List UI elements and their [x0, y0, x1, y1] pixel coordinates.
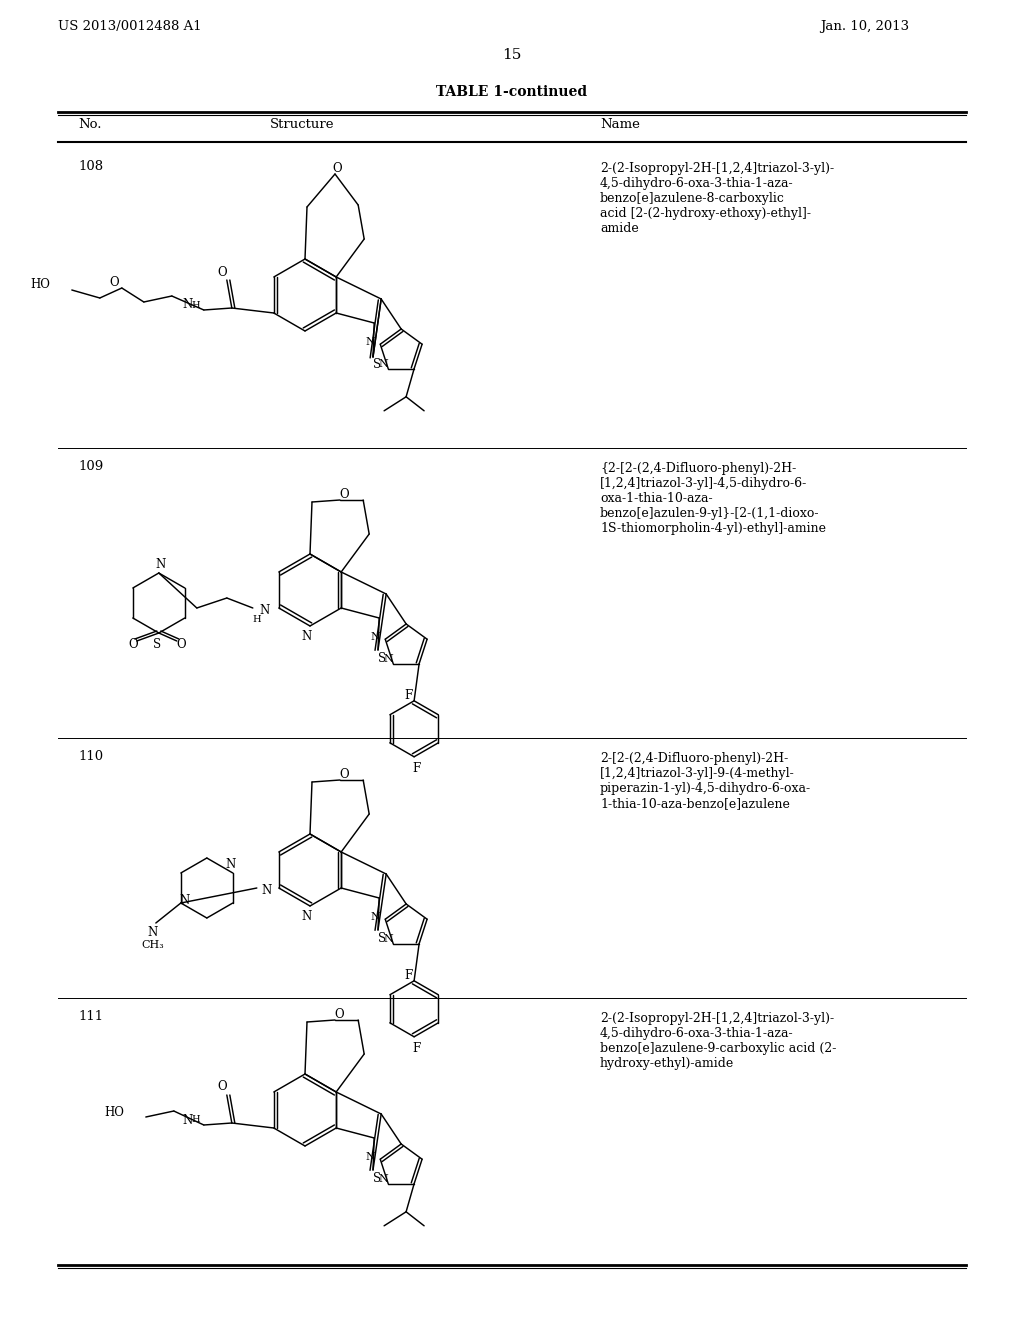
Text: S: S — [373, 1172, 381, 1184]
Text: F: F — [412, 762, 420, 775]
Text: 2-[2-(2,4-Difluoro-phenyl)-2H-: 2-[2-(2,4-Difluoro-phenyl)-2H- — [600, 752, 788, 766]
Text: benzo[e]azulene-8-carboxylic: benzo[e]azulene-8-carboxylic — [600, 191, 784, 205]
Text: N: N — [383, 933, 393, 944]
Text: S: S — [378, 652, 386, 664]
Text: N: N — [302, 909, 312, 923]
Text: F: F — [404, 689, 413, 702]
Text: [1,2,4]triazol-3-yl]-9-(4-methyl-: [1,2,4]triazol-3-yl]-9-(4-methyl- — [600, 767, 795, 780]
Text: H: H — [191, 301, 200, 309]
Text: 2-(2-Isopropyl-2H-[1,2,4]triazol-3-yl)-: 2-(2-Isopropyl-2H-[1,2,4]triazol-3-yl)- — [600, 162, 835, 176]
Text: US 2013/0012488 A1: US 2013/0012488 A1 — [58, 20, 202, 33]
Text: O: O — [339, 487, 349, 500]
Text: N: N — [262, 883, 272, 896]
Text: N: N — [371, 632, 380, 643]
Text: N: N — [302, 630, 312, 643]
Text: N: N — [366, 1152, 375, 1162]
Text: hydroxy-ethyl)-amide: hydroxy-ethyl)-amide — [600, 1057, 734, 1071]
Text: 108: 108 — [78, 160, 103, 173]
Text: N: N — [371, 912, 380, 923]
Text: N: N — [366, 337, 375, 347]
Text: 4,5-dihydro-6-oxa-3-thia-1-aza-: 4,5-dihydro-6-oxa-3-thia-1-aza- — [600, 177, 794, 190]
Text: N: N — [180, 895, 190, 908]
Text: N: N — [379, 1173, 388, 1184]
Text: H: H — [191, 1115, 200, 1125]
Text: {2-[2-(2,4-Difluoro-phenyl)-2H-: {2-[2-(2,4-Difluoro-phenyl)-2H- — [600, 462, 797, 475]
Text: N: N — [182, 298, 193, 312]
Text: 15: 15 — [503, 48, 521, 62]
Text: O: O — [339, 767, 349, 780]
Text: [1,2,4]triazol-3-yl]-4,5-dihydro-6-: [1,2,4]triazol-3-yl]-4,5-dihydro-6- — [600, 477, 807, 490]
Text: 2-(2-Isopropyl-2H-[1,2,4]triazol-3-yl)-: 2-(2-Isopropyl-2H-[1,2,4]triazol-3-yl)- — [600, 1012, 835, 1026]
Text: F: F — [404, 969, 413, 982]
Text: 1-thia-10-aza-benzo[e]azulene: 1-thia-10-aza-benzo[e]azulene — [600, 797, 790, 810]
Text: amide: amide — [600, 222, 639, 235]
Text: 4,5-dihydro-6-oxa-3-thia-1-aza-: 4,5-dihydro-6-oxa-3-thia-1-aza- — [600, 1027, 794, 1040]
Text: N: N — [260, 603, 270, 616]
Text: Name: Name — [600, 117, 640, 131]
Text: S: S — [378, 932, 386, 945]
Text: oxa-1-thia-10-aza-: oxa-1-thia-10-aza- — [600, 492, 713, 506]
Text: O: O — [334, 1007, 344, 1020]
Text: 110: 110 — [78, 750, 103, 763]
Text: 109: 109 — [78, 459, 103, 473]
Text: No.: No. — [78, 117, 101, 131]
Text: H: H — [253, 615, 261, 624]
Text: F: F — [412, 1043, 420, 1055]
Text: acid [2-(2-hydroxy-ethoxy)-ethyl]-: acid [2-(2-hydroxy-ethoxy)-ethyl]- — [600, 207, 811, 220]
Text: Structure: Structure — [270, 117, 335, 131]
Text: S: S — [373, 359, 381, 371]
Text: piperazin-1-yl)-4,5-dihydro-6-oxa-: piperazin-1-yl)-4,5-dihydro-6-oxa- — [600, 781, 811, 795]
Text: O: O — [128, 639, 137, 652]
Text: N: N — [383, 653, 393, 664]
Text: S: S — [153, 639, 161, 652]
Text: benzo[e]azulen-9-yl}-[2-(1,1-dioxo-: benzo[e]azulen-9-yl}-[2-(1,1-dioxo- — [600, 507, 819, 520]
Text: O: O — [217, 1081, 226, 1093]
Text: N: N — [156, 558, 166, 572]
Text: TABLE 1-continued: TABLE 1-continued — [436, 84, 588, 99]
Text: O: O — [332, 161, 342, 174]
Text: 1S-thiomorpholin-4-yl)-ethyl]-amine: 1S-thiomorpholin-4-yl)-ethyl]-amine — [600, 521, 826, 535]
Text: N: N — [182, 1114, 193, 1126]
Text: O: O — [176, 639, 185, 652]
Text: N: N — [225, 858, 236, 871]
Text: Jan. 10, 2013: Jan. 10, 2013 — [820, 20, 909, 33]
Text: HO: HO — [104, 1106, 124, 1118]
Text: 111: 111 — [78, 1010, 103, 1023]
Text: O: O — [217, 265, 226, 279]
Text: benzo[e]azulene-9-carboxylic acid (2-: benzo[e]azulene-9-carboxylic acid (2- — [600, 1041, 837, 1055]
Text: N: N — [147, 927, 158, 940]
Text: HO: HO — [30, 279, 50, 292]
Text: N: N — [379, 359, 388, 368]
Text: O: O — [109, 276, 119, 289]
Text: CH₃: CH₃ — [141, 940, 164, 950]
